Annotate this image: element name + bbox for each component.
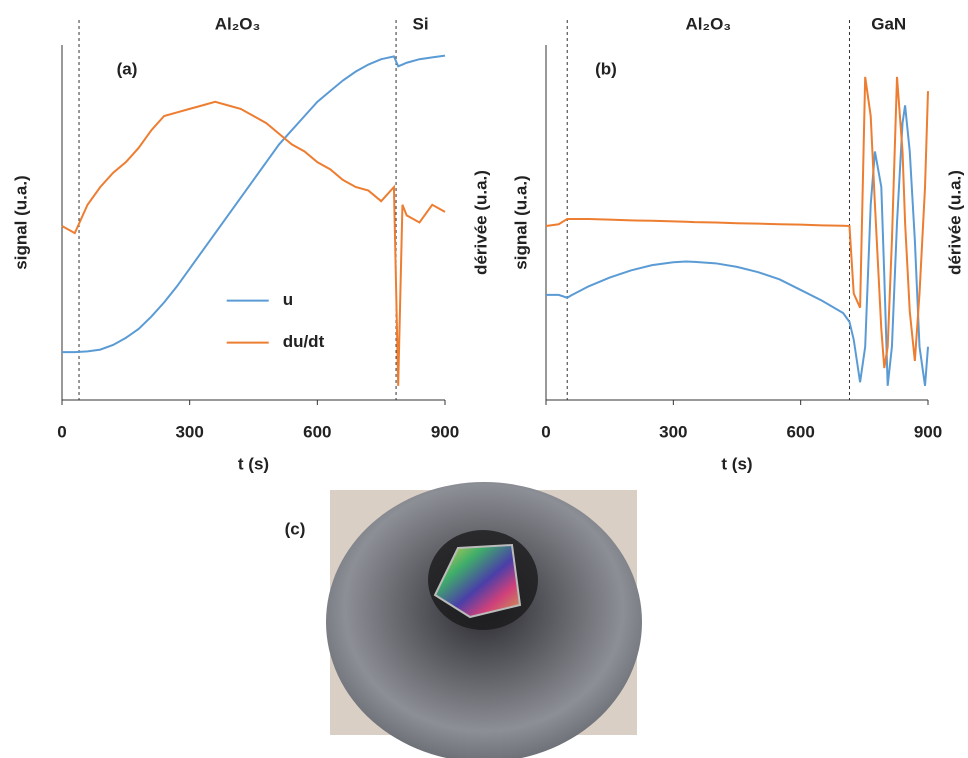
x-axis-label: t (s) [238, 454, 269, 473]
series-line [61, 100, 446, 386]
y-axis-label: signal (u.a.) [11, 175, 30, 269]
x-tick-label: 900 [914, 422, 942, 441]
x-axis-label: t (s) [721, 454, 752, 473]
panel-label: (a) [117, 59, 138, 78]
x-tick-label: 600 [786, 422, 814, 441]
region-label: GaN [871, 14, 906, 33]
x-tick-label: 600 [303, 422, 331, 441]
region-label: Al₂O₃ [686, 14, 732, 33]
series-line [62, 54, 446, 354]
x-tick-label: 0 [57, 422, 66, 441]
x-tick-label: 0 [541, 422, 550, 441]
region-label: Si [412, 14, 428, 33]
series-line [545, 76, 929, 369]
x-tick-label: 900 [431, 422, 459, 441]
x-tick-label: 300 [175, 422, 203, 441]
y2-axis-label: dérivée (u.a.) [471, 170, 490, 275]
y-axis-label: signal (u.a.) [511, 175, 530, 269]
y2-axis-label: dérivée (u.a.) [945, 170, 964, 275]
legend-label: u [283, 290, 293, 309]
panel-label: (c) [285, 519, 306, 538]
panel-label: (b) [595, 59, 617, 78]
region-label: Al₂O₃ [215, 14, 261, 33]
legend-label: du/dt [283, 332, 325, 351]
photo [326, 482, 642, 758]
x-tick-label: 300 [659, 422, 687, 441]
series-line [546, 105, 929, 386]
